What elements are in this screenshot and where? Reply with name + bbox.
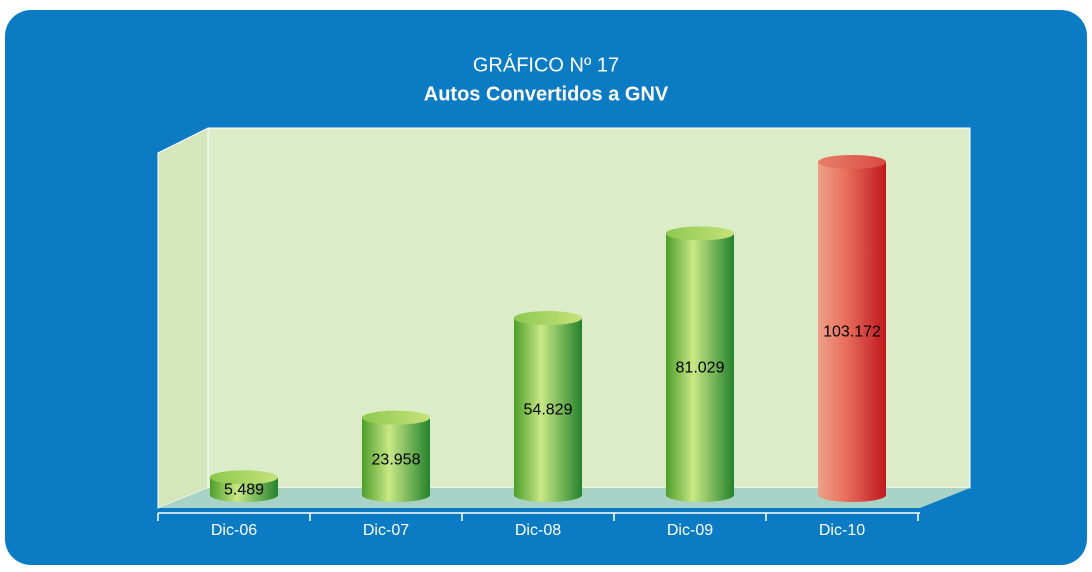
x-tick-label: Dic-09	[667, 522, 713, 539]
bar	[210, 477, 278, 502]
bar	[818, 162, 886, 502]
value-label: 81.029	[676, 359, 725, 376]
bar-top	[362, 410, 430, 425]
side-wall	[157, 127, 209, 509]
x-tick-label: Dic-08	[515, 522, 561, 539]
bar-top	[666, 226, 734, 241]
bar-top	[210, 470, 278, 485]
value-label: 23.958	[372, 452, 421, 469]
x-tick-label: Dic-07	[363, 522, 409, 539]
chart-subtitle: Autos Convertidos a GNV	[424, 83, 669, 105]
bar	[666, 233, 734, 503]
bar-top	[514, 311, 582, 326]
value-label: 5.489	[224, 481, 264, 498]
value-label: 54.829	[524, 402, 573, 419]
bar-top	[818, 155, 886, 169]
value-label: 103.172	[823, 324, 881, 341]
chart-title: GRÁFICO Nº 17	[473, 53, 619, 76]
x-tick-label: Dic-06	[211, 522, 257, 539]
x-tick-label: Dic-10	[819, 522, 865, 539]
bar	[362, 417, 430, 502]
bar	[514, 318, 582, 502]
